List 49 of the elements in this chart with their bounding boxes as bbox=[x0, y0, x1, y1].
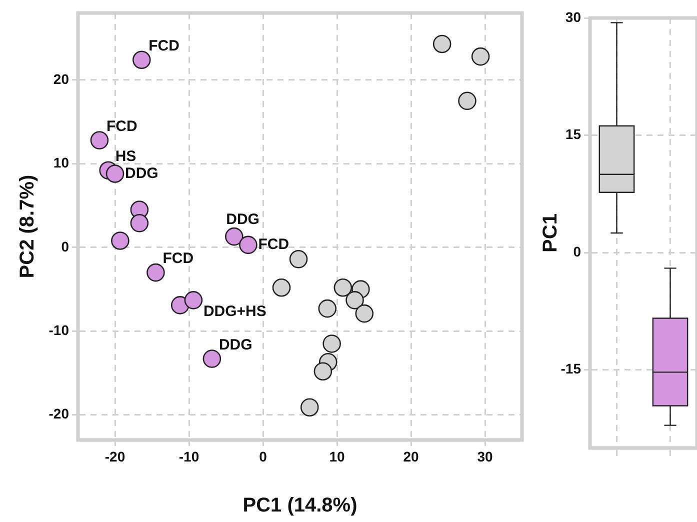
x-tick-label: 30 bbox=[477, 448, 493, 464]
point bbox=[90, 131, 109, 150]
y-tick-label: -15 bbox=[560, 360, 582, 377]
point bbox=[471, 47, 490, 66]
annotation: DDG bbox=[125, 164, 158, 182]
point bbox=[322, 334, 341, 353]
x-tick-label: -20 bbox=[104, 448, 126, 464]
y-tick-label: -10 bbox=[48, 322, 70, 338]
point bbox=[224, 227, 244, 246]
annotation: DDG bbox=[218, 336, 252, 354]
point bbox=[432, 34, 452, 54]
point bbox=[300, 398, 319, 416]
y-tick-label: -20 bbox=[48, 406, 70, 422]
x-tick-label: 0 bbox=[259, 448, 268, 464]
annotation: FCD bbox=[162, 250, 194, 268]
point bbox=[458, 92, 476, 110]
point bbox=[130, 214, 149, 232]
point bbox=[272, 278, 291, 297]
y-tick-label: 0 bbox=[573, 243, 582, 260]
point bbox=[202, 350, 222, 368]
point bbox=[184, 291, 203, 310]
y-tick-label: 15 bbox=[565, 126, 582, 142]
y-axis-title: PC2 (8.7%) bbox=[16, 174, 39, 278]
annotation: DDG bbox=[226, 211, 260, 228]
annotation: FCD bbox=[258, 236, 290, 254]
annotation: DDG+HS bbox=[203, 302, 266, 320]
y-tick-label: 0 bbox=[61, 238, 70, 254]
y-axis-title: PC1 bbox=[540, 214, 562, 252]
x-axis-title: PC1 (14.8%) bbox=[242, 494, 358, 517]
point bbox=[132, 50, 151, 70]
point bbox=[346, 291, 364, 310]
x-tick-label: 20 bbox=[403, 448, 419, 464]
y-tick-label: 30 bbox=[565, 8, 582, 25]
point bbox=[111, 232, 130, 250]
x-tick-label: 10 bbox=[329, 448, 345, 464]
y-tick-label: 20 bbox=[53, 70, 70, 87]
annotation: HS bbox=[115, 148, 136, 166]
point bbox=[239, 236, 258, 254]
point bbox=[106, 164, 124, 183]
x-tick-label: -10 bbox=[178, 448, 200, 464]
point bbox=[314, 362, 332, 380]
point bbox=[146, 263, 165, 282]
annotation: FCD bbox=[148, 38, 180, 55]
point bbox=[289, 250, 308, 268]
y-tick-label: 10 bbox=[53, 154, 70, 171]
point bbox=[334, 278, 352, 297]
point bbox=[355, 304, 374, 323]
annotation: FCD bbox=[106, 118, 138, 135]
point bbox=[318, 299, 337, 318]
